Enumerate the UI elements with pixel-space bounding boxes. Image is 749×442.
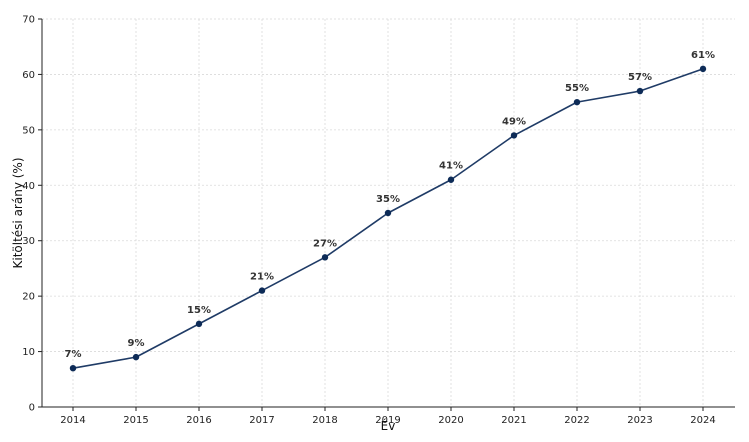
x-tick-label: 2017 [249,415,274,426]
x-tick-label: 2019 [375,415,400,426]
x-tick-label: 2023 [627,415,652,426]
x-tick-label: 2016 [186,415,211,426]
x-ticks: 2014 2015 2016 2017 2018 2019 2020 2021 2022 2023… [60,407,716,426]
x-axis-title: Év [381,418,396,433]
y-tick-label: 30 [22,236,35,247]
x-tick-label: 2015 [123,415,148,426]
y-tick-label: 20 [22,292,35,303]
grid [42,18,735,408]
x-tick-label: 2021 [501,415,526,426]
y-tick-label: 70 [22,15,35,26]
data-point [321,254,329,261]
y-tick-label: 10 [22,347,35,358]
y-tick-label: 60 [22,70,35,81]
data-point [699,65,707,73]
data-point [447,176,455,183]
data-label: 41% [439,161,463,172]
x-tick-label: 2018 [312,415,337,426]
y-axis-title: Kitöltési arány (%) [11,158,25,269]
data-label: 15% [187,305,211,316]
y-ticks: 0 10 20 30 40 50 60 70 [22,15,42,414]
y-tick-label: 0 [29,403,35,414]
data-label: 55% [565,83,589,94]
data-point [132,353,140,361]
x-tick-label: 2020 [438,415,463,426]
data-label: 57% [628,72,652,83]
data-point [384,209,392,217]
y-tick-label: 40 [22,181,35,192]
data-point [258,287,266,294]
data-label: 27% [313,238,337,249]
data-point [573,98,581,106]
x-tick-label: 2022 [564,415,589,426]
data-label: 21% [250,272,274,283]
data-label: 49% [502,116,526,127]
x-tick-label: 2024 [690,415,715,426]
data-label: 7% [65,349,82,360]
series [69,65,707,372]
y-tick-label: 50 [22,125,35,136]
data-labels: 7% 9% 15% 21% 27% 35% 41% 49% 55% 57% 61% [65,50,715,360]
data-point [195,320,203,328]
data-label: 9% [128,338,145,349]
data-point [510,132,518,139]
data-point [69,365,77,372]
data-label: 61% [691,50,715,61]
x-tick-label: 2014 [60,415,85,426]
data-point [636,87,644,95]
data-label: 35% [376,194,400,205]
